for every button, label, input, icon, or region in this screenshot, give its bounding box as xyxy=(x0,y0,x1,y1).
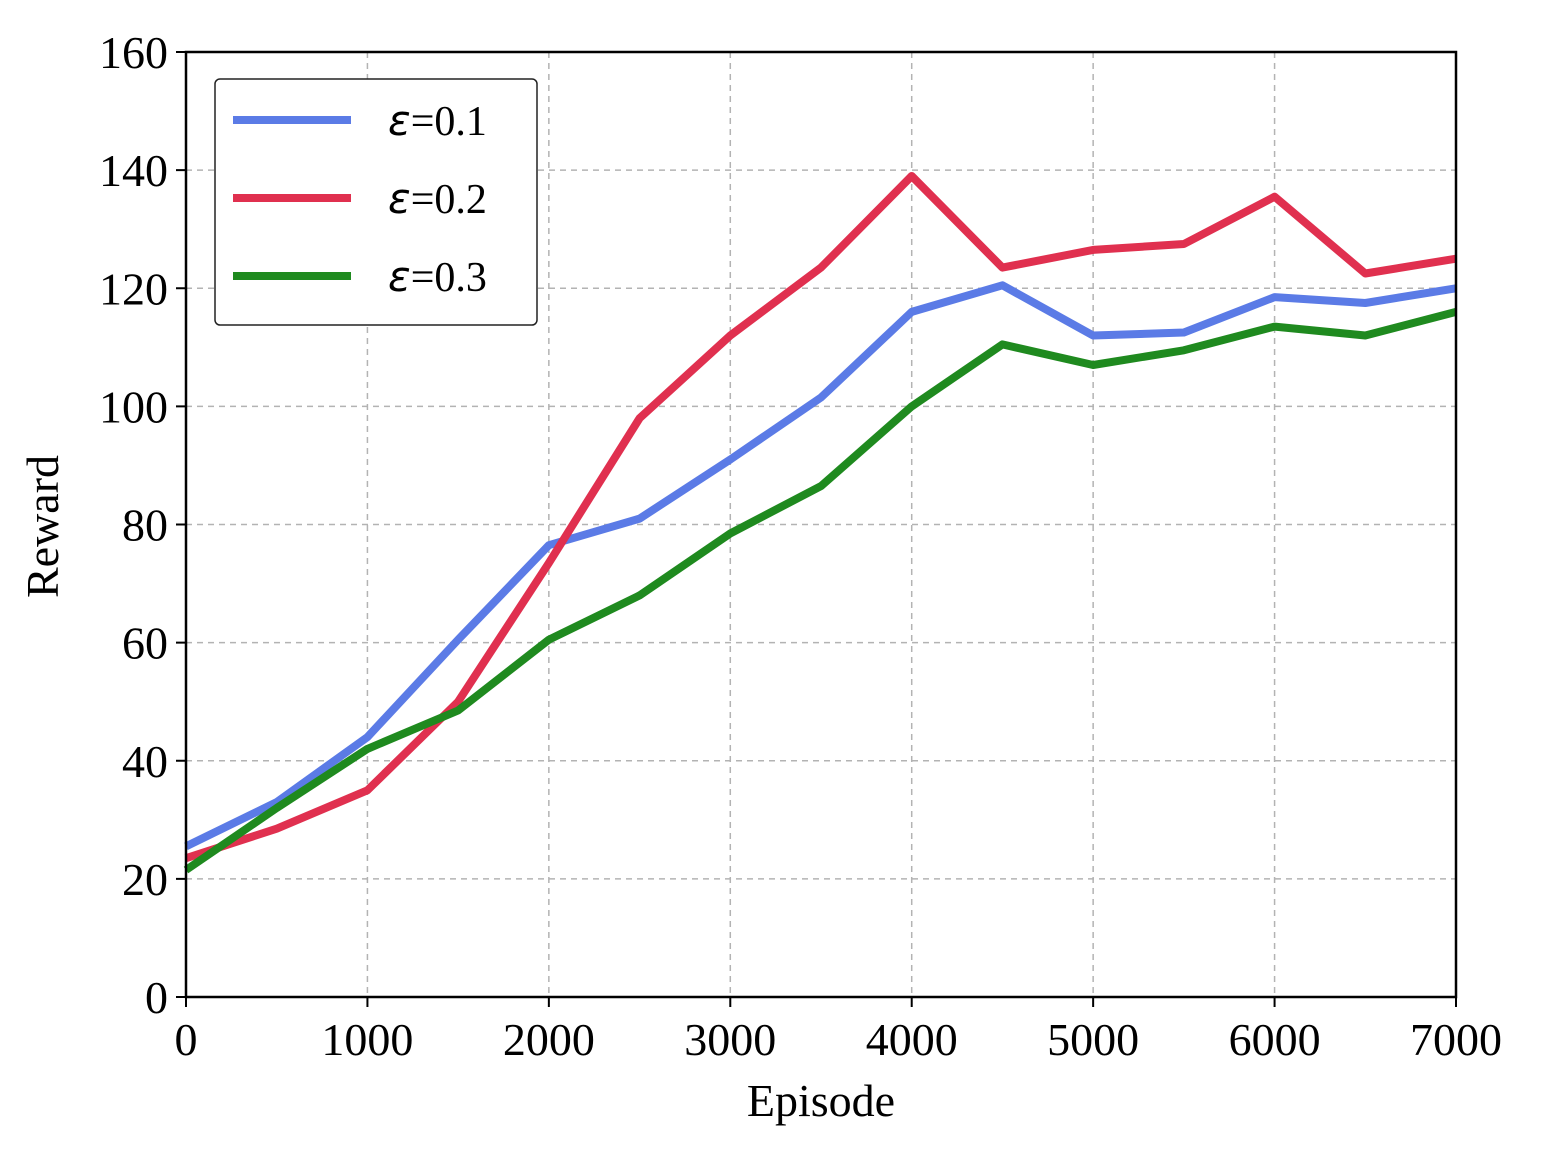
y-axis-tick-labels: 0 20 40 60 80 100 120 140 160 xyxy=(99,27,168,1023)
y-tick-label-3: 60 xyxy=(122,618,168,669)
series-line-1 xyxy=(184,281,1457,850)
x-tick-label-6: 6000 xyxy=(1229,1014,1321,1065)
y-tick-label-8: 160 xyxy=(99,27,168,78)
x-tick-label-7: 7000 xyxy=(1410,1014,1502,1065)
legend-value-2: =0.2 xyxy=(411,177,487,223)
x-tick-label-0: 0 xyxy=(175,1014,198,1065)
y-tick-label-5: 100 xyxy=(99,381,168,432)
x-axis-tick-labels: 0 1000 2000 3000 4000 5000 6000 7000 xyxy=(175,1014,1503,1065)
y-tick-label-1: 20 xyxy=(122,854,168,905)
x-tick-label-5: 5000 xyxy=(1047,1014,1139,1065)
legend-epsilon-3: ε xyxy=(388,252,411,301)
x-tick-label-4: 4000 xyxy=(866,1014,958,1065)
legend-value-1: =0.1 xyxy=(411,99,487,145)
x-axis-label: Episode xyxy=(747,1075,895,1126)
legend-epsilon-2: ε xyxy=(388,174,411,223)
legend-label-1: ε=0.1 xyxy=(388,96,487,145)
legend-label-2: ε=0.2 xyxy=(388,174,487,223)
y-axis-label: Reward xyxy=(17,455,68,598)
legend-value-3: =0.3 xyxy=(411,255,487,301)
series-lines xyxy=(183,172,1458,874)
y-tick-label-0: 0 xyxy=(145,972,168,1023)
y-tick-label-4: 80 xyxy=(122,500,168,551)
x-tick-label-1: 1000 xyxy=(321,1014,413,1065)
legend-epsilon-1: ε xyxy=(388,96,411,145)
legend-box xyxy=(214,78,538,326)
legend: ε=0.1ε=0.2ε=0.3 xyxy=(214,78,538,326)
y-tick-label-6: 120 xyxy=(99,263,168,314)
series-line-2 xyxy=(184,172,1457,863)
x-tick-label-2: 2000 xyxy=(503,1014,595,1065)
y-tick-label-2: 40 xyxy=(122,736,168,787)
axis-ticks xyxy=(176,51,1457,1007)
legend-label-3: ε=0.3 xyxy=(388,252,487,301)
x-tick-label-3: 3000 xyxy=(684,1014,776,1065)
series-line-3 xyxy=(183,308,1458,874)
y-tick-label-7: 140 xyxy=(99,145,168,196)
